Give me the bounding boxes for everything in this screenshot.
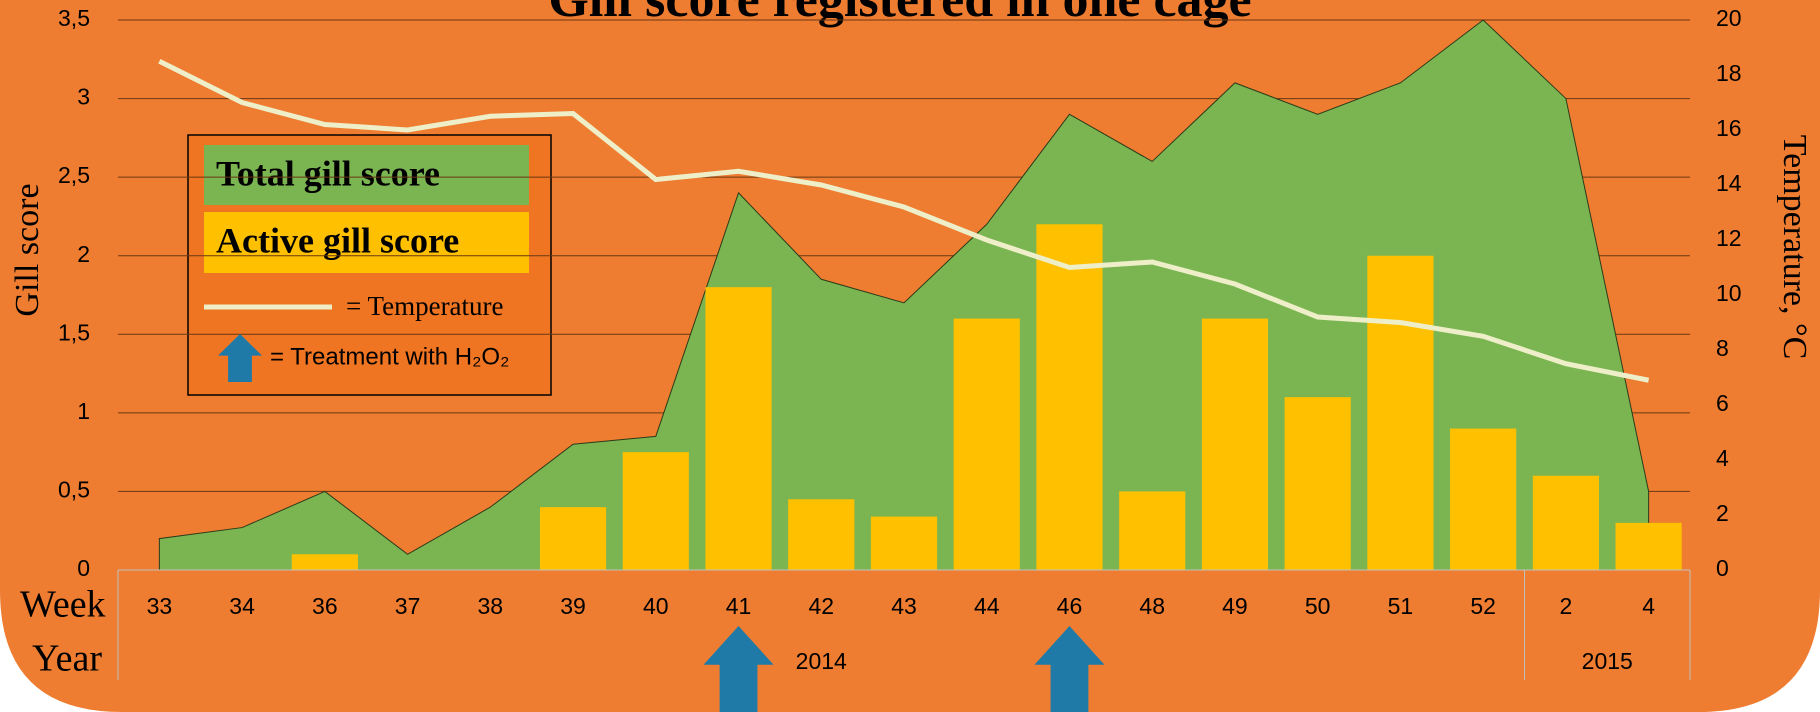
legend-label: Total gill score [216,153,440,193]
bar [1119,491,1186,570]
bar [1450,428,1517,570]
y-tick-label: 2 [77,241,90,267]
y-tick-label: 0,5 [58,477,90,503]
y2-tick-label: 18 [1716,60,1742,86]
legend-label: = Temperature [346,291,504,321]
treatment-arrow [703,626,774,712]
legend-label: Active gill score [216,220,459,260]
bar [1367,255,1434,570]
x-tick-label: 49 [1222,593,1248,619]
x-tick-label: 36 [312,593,338,619]
y2-tick-label: 0 [1716,555,1729,581]
x-tick-label: 48 [1139,593,1165,619]
bar [539,507,607,570]
y-tick-label: 2,5 [58,162,90,188]
bar [705,287,772,570]
bar [870,516,938,570]
y2-tick-label: 2 [1716,500,1729,526]
x-tick-label: 52 [1470,593,1496,619]
x-tick-label: 40 [643,593,669,619]
y-axis-label: Gill score [9,183,46,316]
x-tick-label: 37 [395,593,421,619]
x-tick-label: 51 [1388,593,1414,619]
y2-tick-label: 4 [1716,445,1729,471]
x-tick-label: 41 [726,593,752,619]
bar [1532,475,1599,570]
y-tick-label: 3,5 [58,5,90,31]
y-tick-label: 1 [77,398,90,424]
x-tick-label: 33 [147,593,173,619]
x-tick-label: 38 [478,593,504,619]
bar [953,318,1020,570]
year-label: 2014 [796,648,847,674]
treatment-arrow [1034,626,1105,712]
legend-arrow [218,334,262,382]
bar [291,554,358,570]
y-tick-label: 3 [77,84,90,110]
bar [1615,522,1682,570]
x-tick-label: 2 [1559,593,1572,619]
y2-tick-label: 20 [1716,5,1742,31]
x-tick-label: 46 [1057,593,1083,619]
chart-title: Gill score registered in one cage [548,0,1251,28]
x-tick-label: 34 [229,593,255,619]
x-tick-label: 50 [1305,593,1331,619]
area [158,19,1650,571]
week-row-label: Week [20,584,106,626]
legend-label: = Treatment with H₂O₂ [270,343,509,370]
y2-tick-label: 12 [1716,225,1742,251]
y-tick-label: 1,5 [58,319,90,345]
y2-tick-label: 8 [1716,335,1729,361]
line [158,59,1650,383]
bar [1201,318,1269,570]
bar [622,452,689,570]
x-tick-label: 44 [974,593,1000,619]
y2-tick-label: 16 [1716,115,1742,141]
x-tick-label: 39 [560,593,586,619]
y2-axis-label: Temperature, °C [1776,135,1813,360]
legend-swatch [204,212,529,273]
y2-tick-label: 14 [1716,170,1742,196]
bar [1284,397,1351,570]
year-label: 2015 [1582,648,1633,674]
legend-swatch [204,145,529,205]
x-tick-label: 4 [1642,593,1655,619]
x-tick-label: 43 [891,593,917,619]
year-row-label: Year [32,638,102,680]
legend: Total gill score Active gill score = Tempe… [187,134,552,396]
x-tick-label: 42 [808,593,834,619]
bar [788,499,855,570]
y2-tick-label: 6 [1716,390,1729,416]
y2-tick-label: 10 [1716,280,1742,306]
y-tick-label: 0 [77,555,90,581]
bar [1036,224,1103,571]
